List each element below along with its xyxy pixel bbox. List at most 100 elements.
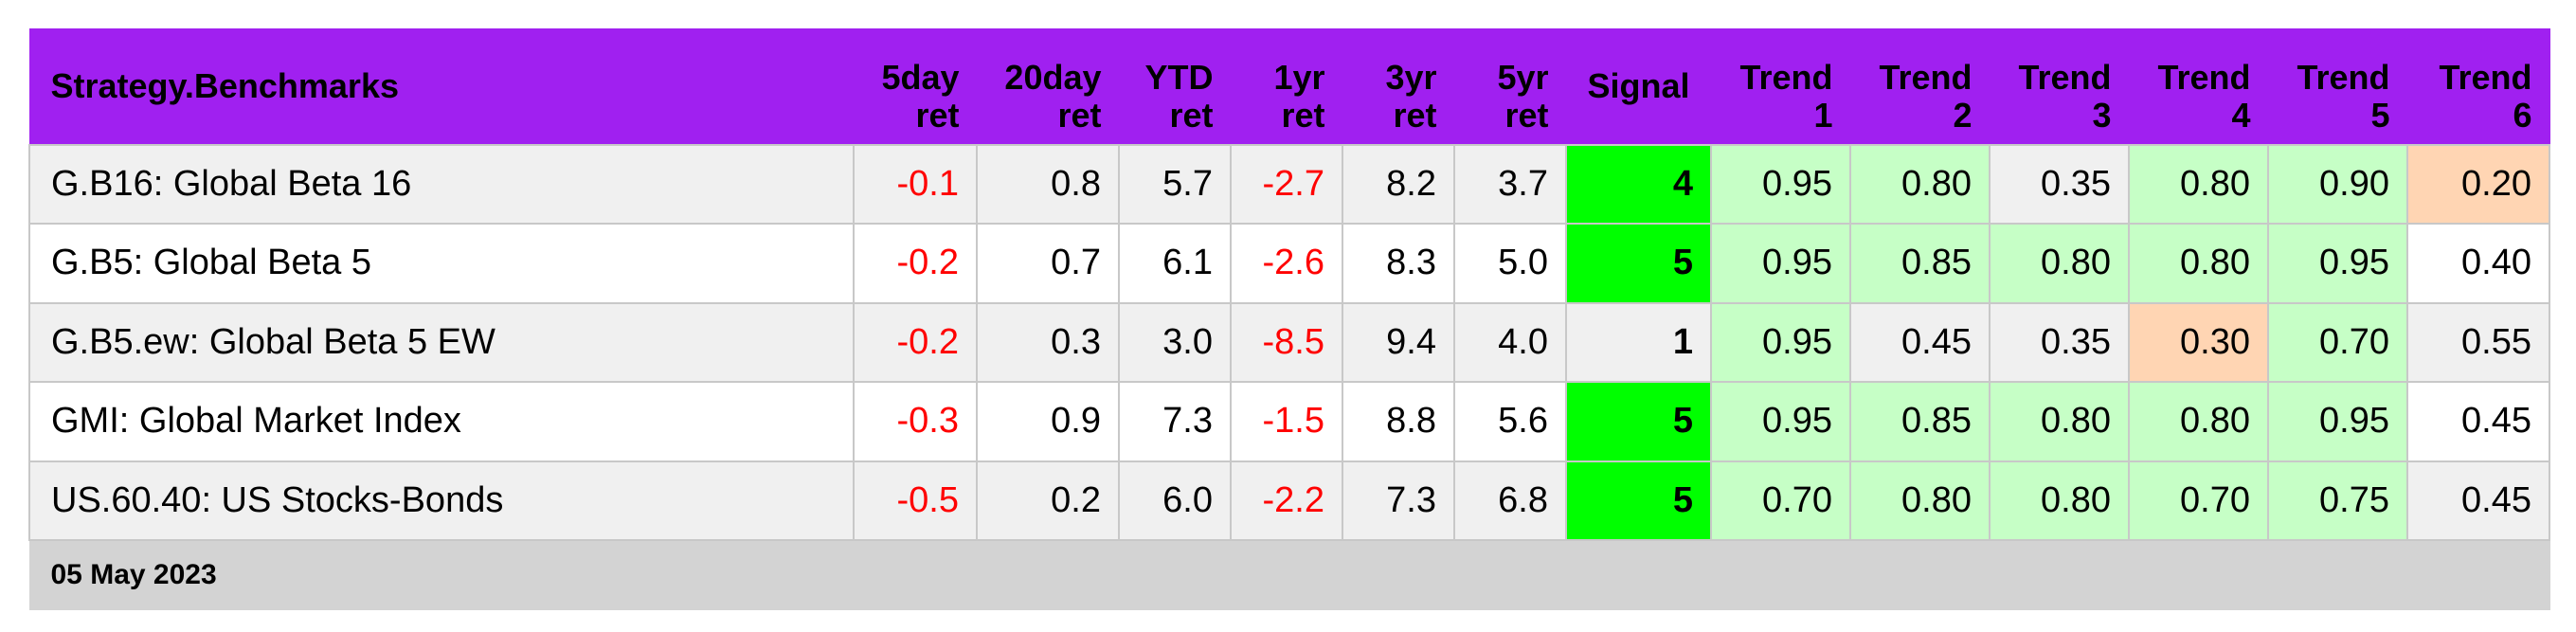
table-row: GMI: Global Market Index -0.3 0.9 7.3 -1.5 8.… <box>28 381 2550 462</box>
cell-20day-ret: 0.7 <box>976 223 1120 304</box>
cell-ytd-ret: 6.0 <box>1118 460 1232 541</box>
cell-trend-5: 0.90 <box>2267 143 2408 225</box>
cell-5yr-ret: 5.0 <box>1453 223 1567 304</box>
table-row: G.B16: Global Beta 16 -0.1 0.8 5.7 -2.7 8.2 3.… <box>28 143 2550 225</box>
header-label: 5 <box>2370 95 2390 135</box>
header-label: 5yr <box>1497 57 1549 97</box>
cell-trend-1: 0.95 <box>1710 143 1851 225</box>
header-label: 1 <box>1813 95 1833 135</box>
cell-3yr-ret: 9.4 <box>1342 301 1455 383</box>
cell-5yr-ret: 3.7 <box>1453 143 1567 225</box>
table-row: G.B5.ew: Global Beta 5 EW -0.2 0.3 3.0 -8.5 9… <box>28 301 2550 383</box>
header-label: YTD <box>1144 57 1214 97</box>
cell-1yr-ret: -1.5 <box>1230 381 1343 462</box>
cell-trend-5: 0.95 <box>2267 381 2408 462</box>
cell-20day-ret: 0.8 <box>976 143 1120 225</box>
cell-trend-6: 0.45 <box>2406 381 2550 462</box>
header-trend-4: Trend 4 <box>2128 28 2269 145</box>
header-label: Trend <box>2297 57 2390 97</box>
header-label: ret <box>1169 95 1214 135</box>
cell-trend-2: 0.85 <box>1849 381 1991 462</box>
cell-trend-4: 0.80 <box>2128 223 2269 304</box>
cell-trend-1: 0.95 <box>1710 301 1851 383</box>
cell-ytd-ret: 7.3 <box>1118 381 1232 462</box>
cell-signal: 4 <box>1565 143 1712 225</box>
cell-name: G.B16: Global Beta 16 <box>28 143 855 225</box>
header-label: Strategy.Benchmarks <box>50 66 400 106</box>
footer-date: 05 May 2023 <box>28 539 2550 610</box>
cell-1yr-ret: -8.5 <box>1230 301 1343 383</box>
cell-20day-ret: 0.3 <box>976 301 1120 383</box>
cell-trend-3: 0.80 <box>1989 223 2130 304</box>
cell-1yr-ret: -2.7 <box>1230 143 1343 225</box>
cell-5yr-ret: 6.8 <box>1453 460 1567 541</box>
cell-signal: 5 <box>1565 223 1712 304</box>
cell-name: GMI: Global Market Index <box>28 381 855 462</box>
header-trend-1: Trend 1 <box>1710 28 1851 145</box>
header-5yr-ret: 5yr ret <box>1453 28 1567 145</box>
header-label: ret <box>1393 95 1437 135</box>
cell-5day-ret: -0.3 <box>853 381 978 462</box>
header-label: ret <box>1504 95 1549 135</box>
cell-trend-5: 0.70 <box>2267 301 2408 383</box>
cell-trend-2: 0.80 <box>1849 143 1991 225</box>
header-label: 6 <box>2513 95 2532 135</box>
cell-3yr-ret: 8.8 <box>1342 381 1455 462</box>
table-body: G.B16: Global Beta 16 -0.1 0.8 5.7 -2.7 8.2 3.… <box>28 143 2550 541</box>
header-label: 3yr <box>1385 57 1437 97</box>
cell-signal: 5 <box>1565 460 1712 541</box>
cell-trend-2: 0.45 <box>1849 301 1991 383</box>
header-label: 5day <box>881 57 960 97</box>
table-row: US.60.40: US Stocks-Bonds -0.5 0.2 6.0 -2.2 7… <box>28 460 2550 541</box>
cell-trend-3: 0.35 <box>1989 143 2130 225</box>
cell-5day-ret: -0.1 <box>853 143 978 225</box>
cell-trend-2: 0.80 <box>1849 460 1991 541</box>
header-signal: Signal <box>1565 28 1712 145</box>
header-trend-5: Trend 5 <box>2267 28 2408 145</box>
cell-5day-ret: -0.2 <box>853 223 978 304</box>
header-row: Strategy.Benchmarks 5day ret 20day ret YTD… <box>28 28 2550 145</box>
header-5day-ret: 5day ret <box>853 28 978 145</box>
cell-trend-3: 0.80 <box>1989 381 2130 462</box>
header-label: 3 <box>2092 95 2112 135</box>
header-label: Trend <box>2018 57 2112 97</box>
header-label: Trend <box>1879 57 1973 97</box>
header-20day-ret: 20day ret <box>976 28 1120 145</box>
cell-trend-6: 0.40 <box>2406 223 2550 304</box>
header-label: ret <box>1057 95 1102 135</box>
cell-name: US.60.40: US Stocks-Bonds <box>28 460 855 541</box>
header-label: 2 <box>1953 95 1973 135</box>
cell-3yr-ret: 8.3 <box>1342 223 1455 304</box>
footer-row: 05 May 2023 <box>28 539 2550 610</box>
cell-ytd-ret: 5.7 <box>1118 143 1232 225</box>
cell-ytd-ret: 6.1 <box>1118 223 1232 304</box>
cell-trend-6: 0.45 <box>2406 460 2550 541</box>
cell-trend-1: 0.70 <box>1710 460 1851 541</box>
cell-trend-3: 0.80 <box>1989 460 2130 541</box>
cell-trend-6: 0.20 <box>2406 143 2550 225</box>
cell-name: G.B5: Global Beta 5 <box>28 223 855 304</box>
cell-1yr-ret: -2.2 <box>1230 460 1343 541</box>
header-label: ret <box>1281 95 1325 135</box>
header-label: 4 <box>2231 95 2251 135</box>
header-label: Signal <box>1587 66 1690 106</box>
header-label: 1yr <box>1273 57 1325 97</box>
cell-5day-ret: -0.5 <box>853 460 978 541</box>
header-trend-6: Trend 6 <box>2406 28 2550 145</box>
header-ytd-ret: YTD ret <box>1118 28 1232 145</box>
cell-3yr-ret: 8.2 <box>1342 143 1455 225</box>
benchmarks-table-container: Strategy.Benchmarks 5day ret 20day ret YTD… <box>28 28 2550 610</box>
cell-5yr-ret: 5.6 <box>1453 381 1567 462</box>
header-1yr-ret: 1yr ret <box>1230 28 1343 145</box>
cell-20day-ret: 0.2 <box>976 460 1120 541</box>
cell-20day-ret: 0.9 <box>976 381 1120 462</box>
cell-trend-3: 0.35 <box>1989 301 2130 383</box>
cell-3yr-ret: 7.3 <box>1342 460 1455 541</box>
cell-trend-5: 0.75 <box>2267 460 2408 541</box>
header-label: Trend <box>2439 57 2532 97</box>
table-row: G.B5: Global Beta 5 -0.2 0.7 6.1 -2.6 8.3 5.0 5… <box>28 223 2550 304</box>
cell-trend-4: 0.70 <box>2128 460 2269 541</box>
cell-1yr-ret: -2.6 <box>1230 223 1343 304</box>
header-trend-2: Trend 2 <box>1849 28 1991 145</box>
cell-5yr-ret: 4.0 <box>1453 301 1567 383</box>
